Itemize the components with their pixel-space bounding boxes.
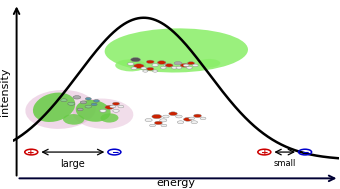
Circle shape — [171, 67, 177, 69]
Circle shape — [68, 102, 75, 105]
Circle shape — [187, 62, 194, 65]
Circle shape — [164, 64, 170, 67]
Text: −: − — [110, 148, 118, 156]
Circle shape — [128, 63, 134, 65]
Circle shape — [131, 57, 140, 62]
Ellipse shape — [115, 59, 146, 71]
Circle shape — [131, 67, 137, 70]
Circle shape — [174, 62, 182, 65]
Text: +: + — [260, 148, 268, 156]
Circle shape — [153, 70, 158, 72]
Ellipse shape — [33, 93, 75, 122]
Text: large: large — [61, 159, 85, 169]
Circle shape — [152, 114, 161, 119]
Circle shape — [176, 115, 182, 118]
Circle shape — [61, 99, 67, 102]
Circle shape — [80, 101, 87, 104]
Circle shape — [186, 67, 192, 69]
Circle shape — [77, 108, 83, 111]
Ellipse shape — [101, 113, 118, 122]
Circle shape — [146, 60, 154, 64]
Circle shape — [110, 105, 116, 108]
Circle shape — [113, 102, 120, 105]
Circle shape — [183, 64, 189, 67]
Circle shape — [161, 124, 167, 127]
Circle shape — [113, 109, 119, 112]
Text: small: small — [273, 159, 296, 168]
Circle shape — [180, 64, 189, 67]
Circle shape — [169, 112, 177, 115]
Circle shape — [192, 64, 198, 67]
Circle shape — [177, 121, 184, 124]
Text: energy: energy — [157, 178, 196, 188]
Circle shape — [134, 64, 144, 68]
Ellipse shape — [105, 28, 248, 73]
Circle shape — [105, 105, 114, 109]
Ellipse shape — [73, 98, 133, 129]
Circle shape — [157, 61, 166, 64]
Circle shape — [154, 121, 162, 125]
Circle shape — [100, 109, 106, 112]
Circle shape — [184, 118, 192, 121]
Circle shape — [143, 70, 148, 72]
Ellipse shape — [26, 90, 96, 129]
Circle shape — [147, 67, 154, 70]
Circle shape — [152, 64, 158, 67]
Circle shape — [176, 67, 182, 69]
Text: −: − — [301, 148, 309, 156]
Circle shape — [163, 115, 169, 118]
Text: intensity: intensity — [0, 67, 10, 116]
Ellipse shape — [63, 114, 84, 125]
Circle shape — [165, 64, 173, 67]
Circle shape — [160, 119, 167, 122]
Text: +: + — [28, 148, 35, 156]
Circle shape — [191, 121, 198, 124]
Circle shape — [85, 105, 91, 108]
Circle shape — [73, 96, 81, 99]
Circle shape — [141, 67, 147, 70]
Circle shape — [94, 100, 99, 102]
Circle shape — [160, 67, 166, 69]
Ellipse shape — [76, 100, 110, 122]
Circle shape — [85, 98, 91, 100]
Circle shape — [91, 103, 97, 106]
Circle shape — [118, 105, 124, 108]
Circle shape — [150, 124, 155, 127]
Circle shape — [145, 119, 152, 122]
Ellipse shape — [198, 59, 220, 67]
Circle shape — [189, 117, 194, 120]
Circle shape — [193, 114, 201, 118]
Circle shape — [200, 117, 206, 120]
